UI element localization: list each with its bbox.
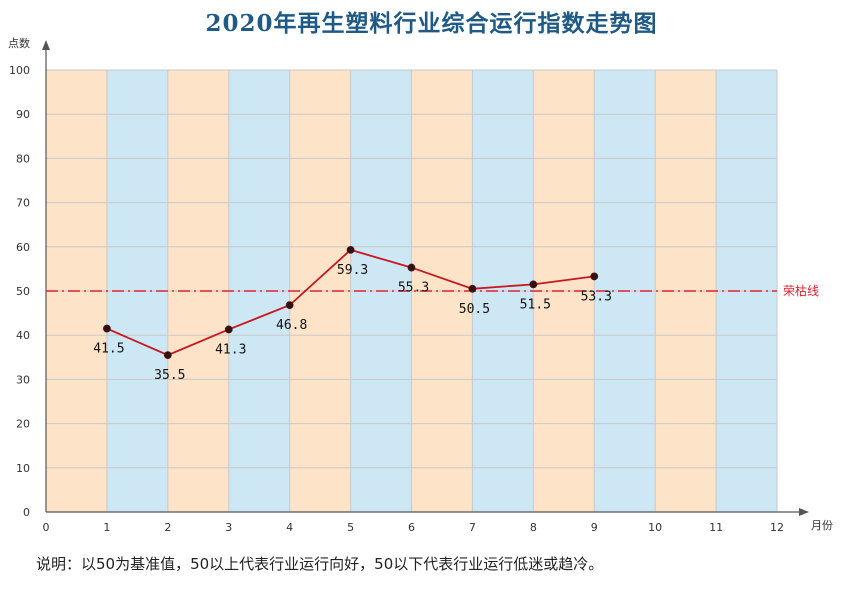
data-label: 35.5 — [154, 368, 185, 383]
y-tick-label: 20 — [16, 418, 30, 431]
x-tick-label: 7 — [469, 521, 476, 534]
x-tick-label: 3 — [225, 521, 232, 534]
x-axis-title: 月份 — [811, 519, 833, 532]
y-tick-label: 80 — [16, 152, 30, 165]
y-axis-title: 点数 — [8, 37, 30, 50]
y-tick-label: 100 — [9, 64, 30, 77]
data-label: 51.5 — [520, 297, 551, 312]
y-tick-label: 90 — [16, 108, 30, 121]
data-point — [590, 272, 599, 281]
x-tick-label: 11 — [709, 521, 723, 534]
x-tick-label: 4 — [286, 521, 293, 534]
reference-line-label: 荣枯线 — [783, 283, 819, 298]
x-tick-label: 2 — [164, 521, 171, 534]
x-tick-label: 6 — [408, 521, 415, 534]
y-tick-label: 70 — [16, 197, 30, 210]
x-tick-label: 1 — [103, 521, 110, 534]
x-tick-label: 12 — [770, 521, 784, 534]
x-tick-label: 10 — [648, 521, 662, 534]
y-tick-label: 10 — [16, 462, 30, 475]
data-point — [346, 245, 355, 254]
data-label: 50.5 — [459, 302, 490, 317]
y-tick-label: 60 — [16, 241, 30, 254]
data-label: 41.3 — [215, 342, 246, 357]
x-axis-arrow-icon — [799, 508, 809, 516]
y-tick-label: 40 — [16, 329, 30, 342]
y-axis-arrow-icon — [42, 40, 50, 50]
y-tick-label: 50 — [16, 285, 30, 298]
data-point — [224, 325, 233, 334]
x-tick-label: 8 — [530, 521, 537, 534]
chart-title: 2020年再生塑料行业综合运行指数走势图 — [205, 10, 658, 37]
x-tick-label: 5 — [347, 521, 354, 534]
data-label: 53.3 — [581, 289, 612, 304]
data-point — [103, 324, 111, 333]
data-point — [468, 284, 477, 293]
data-point — [285, 301, 294, 310]
data-point — [529, 280, 538, 289]
data-point — [407, 263, 416, 272]
data-label: 46.8 — [276, 318, 307, 333]
data-label: 55.3 — [398, 281, 429, 296]
x-tick-label: 9 — [591, 521, 598, 534]
chart-footnote: 说明：以50为基准值，50以上代表行业运行向好，50以下代表行业运行低迷或趋冷。 — [36, 555, 604, 573]
data-label: 59.3 — [337, 263, 368, 278]
x-tick-label: 0 — [43, 521, 50, 534]
data-label: 41.5 — [93, 342, 124, 357]
y-tick-label: 30 — [16, 373, 30, 386]
y-tick-label: 0 — [23, 506, 30, 519]
data-point — [163, 351, 172, 359]
